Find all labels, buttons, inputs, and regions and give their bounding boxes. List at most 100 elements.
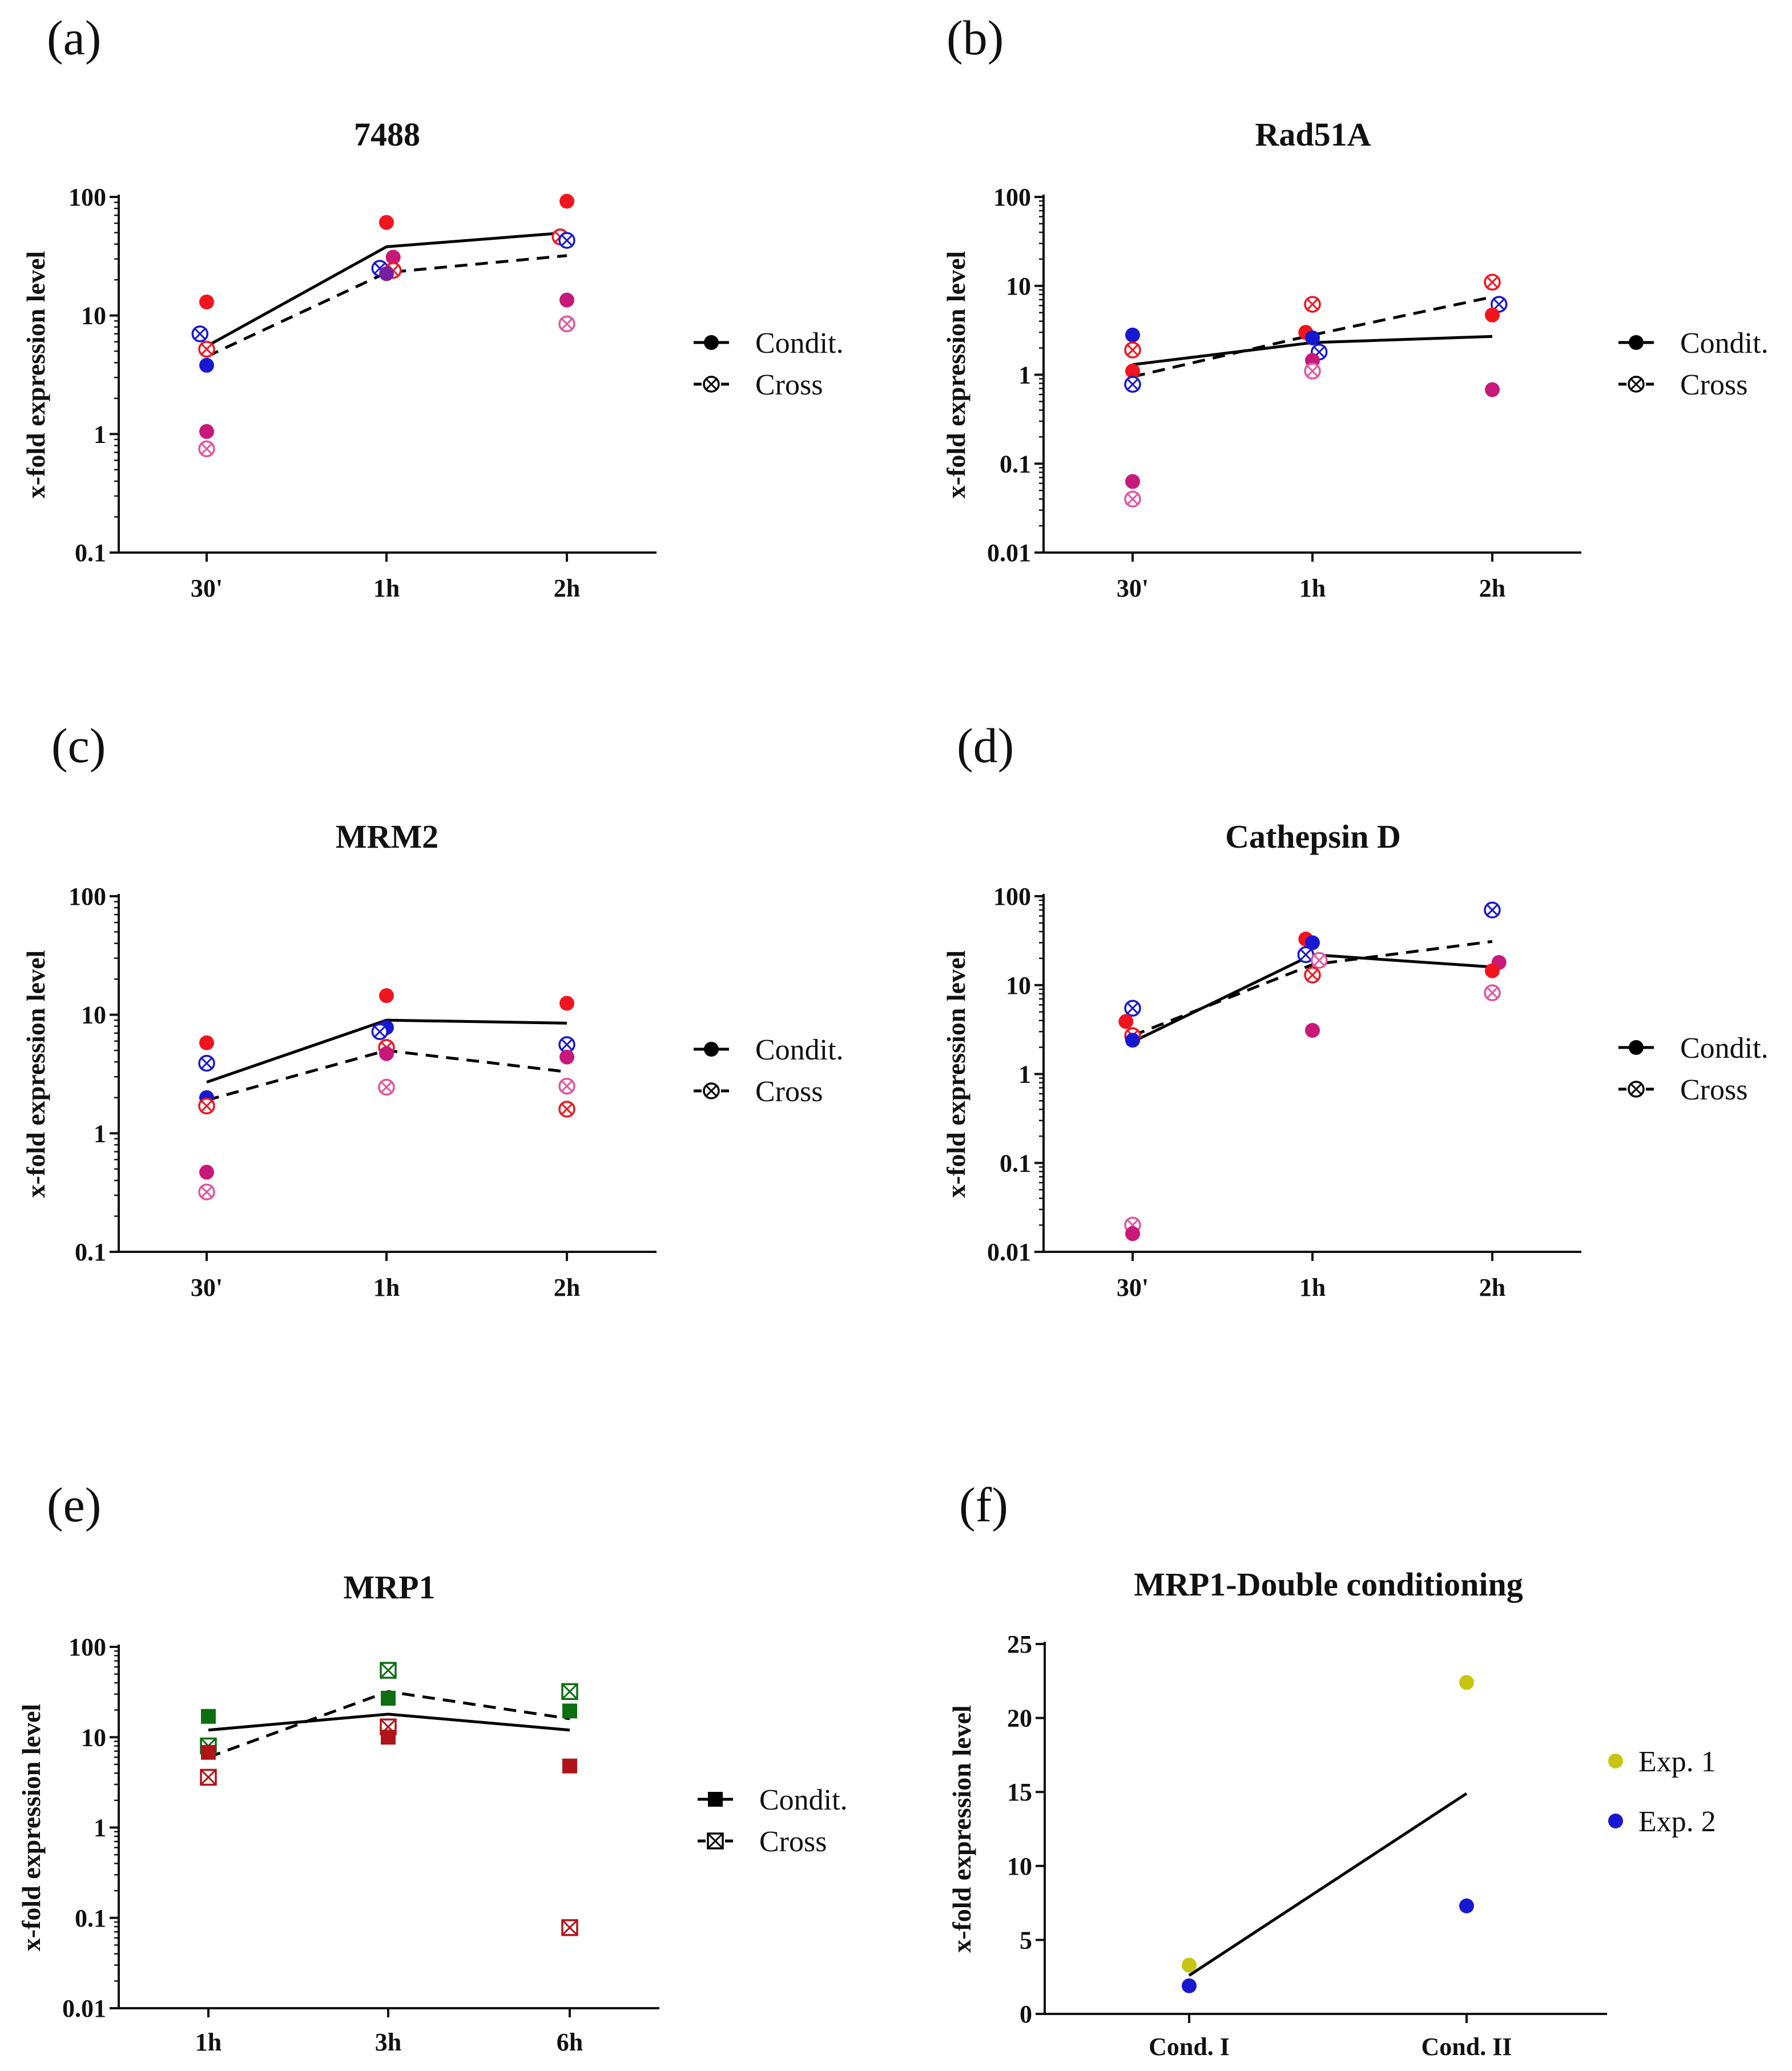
legend-marker — [708, 1792, 723, 1807]
data-point — [379, 215, 394, 230]
legend-label: Cross — [755, 369, 823, 401]
x-tick-label: 2h — [1479, 574, 1505, 602]
x-tick-label: Cond. I — [1149, 2033, 1230, 2061]
legend-label: Cross — [1680, 1074, 1747, 1106]
y-tick-label: 0.01 — [987, 1238, 1031, 1266]
legend-item: Exp. 2 — [1608, 1806, 1716, 1838]
legend-item: Condit. — [694, 327, 844, 360]
legend-item: Cross — [1618, 1074, 1747, 1106]
legend-marker — [1608, 1814, 1623, 1828]
data-point — [1490, 296, 1508, 313]
x-tick-label: 3h — [375, 2028, 401, 2056]
y-tick-label: 10 — [1006, 972, 1031, 1000]
x-tick-label: 1h — [1299, 1274, 1326, 1302]
y-tick-label: 1 — [94, 1119, 106, 1147]
legend-label: Condit. — [1680, 327, 1769, 360]
data-point — [371, 1023, 389, 1041]
panel-letter: (b) — [947, 10, 1004, 65]
data-point — [558, 1036, 575, 1053]
legend-item: Condit. — [1618, 327, 1769, 360]
data-point — [198, 340, 215, 358]
data-point — [198, 1183, 215, 1200]
chart-title: MRP1-Double conditioning — [1134, 1566, 1523, 1603]
data-point — [1305, 330, 1320, 345]
y-tick-label: 100 — [993, 183, 1031, 211]
legend-item: Condit. — [1618, 1032, 1769, 1065]
y-axis-label: x-fold expression level — [21, 950, 50, 1198]
legend-label: Exp. 1 — [1638, 1746, 1716, 1778]
data-point — [201, 1709, 216, 1724]
data-point — [1459, 1898, 1474, 1913]
chart-panel-d: (d) Cathepsin D 0.01 0.1 1 10 100 30' 1h 2h x-fold… — [941, 718, 1769, 1302]
chart-panel-e: (e) MRP1 0.01 0.1 1 10 100 1h 3h 6h x-fold express… — [17, 1477, 848, 2056]
legend-marker — [1628, 1081, 1645, 1098]
data-point — [199, 1035, 214, 1050]
legend-marker — [703, 1082, 720, 1099]
panel-letter: (d) — [957, 718, 1014, 773]
chart-panel-c: (c) MRM2 0.1 1 10 100 30' 1h 2h x-fold expression… — [21, 718, 844, 1302]
y-axis-label: x-fold expression level — [947, 1705, 976, 1953]
legend-label: Cross — [755, 1075, 823, 1108]
legend-label: Condit. — [755, 1034, 844, 1066]
data-point — [1485, 382, 1500, 397]
series-line-condit — [208, 1713, 570, 1732]
chart-panel-a: (a) 7488 0.1 1 10 100 30' 1h 2h x-fold expression… — [21, 10, 844, 602]
data-point — [1484, 984, 1501, 1001]
data-point — [191, 325, 209, 343]
x-tick-label: 30' — [1117, 574, 1149, 602]
x-tick-label: 30' — [1117, 1274, 1149, 1302]
y-tick-label: 10 — [81, 302, 106, 330]
data-point — [1304, 966, 1321, 984]
data-point — [200, 1768, 217, 1786]
data-point — [380, 1662, 397, 1679]
x-tick-label: 2h — [1479, 1274, 1505, 1302]
y-tick-label: 100 — [993, 883, 1031, 910]
x-tick-label: 30' — [191, 1274, 223, 1302]
y-axis-label: x-fold expression level — [21, 251, 50, 499]
y-tick-label: 100 — [69, 883, 106, 910]
data-point — [561, 1919, 578, 1936]
legend-marker — [703, 376, 720, 393]
data-point — [558, 1101, 575, 1118]
data-point — [385, 249, 401, 265]
y-tick-label: 0.01 — [987, 539, 1031, 567]
data-point — [1304, 362, 1321, 380]
chart-title: Rad51A — [1255, 116, 1371, 153]
chart-panel-f: (f) MRP1-Double conditioning 0 5 10 15 20 25 Con… — [947, 1477, 1716, 2061]
data-point — [378, 1078, 395, 1096]
data-point — [1125, 1226, 1140, 1242]
data-point — [199, 357, 214, 373]
data-point — [1484, 273, 1501, 291]
data-point — [1124, 341, 1141, 358]
data-point — [1118, 1014, 1134, 1029]
chart-panel-b: (b) Rad51A 0.01 0.1 1 10 100 30' 1h 2h x-fold expr… — [941, 10, 1769, 602]
legend-item: Cross — [694, 1075, 823, 1108]
legend-label: Cross — [1680, 369, 1747, 401]
panel-letter: (e) — [47, 1477, 101, 1532]
y-tick-label: 0.1 — [1000, 1149, 1031, 1177]
data-point — [1124, 376, 1141, 393]
legend-item: Condit. — [694, 1034, 844, 1066]
y-tick-label: 10 — [1007, 1852, 1032, 1880]
y-tick-label: 1 — [94, 420, 106, 448]
data-point — [559, 292, 574, 308]
y-tick-label: 10 — [1006, 272, 1031, 300]
legend-label: Cross — [759, 1826, 827, 1858]
y-tick-label: 5 — [1020, 1926, 1032, 1954]
legend-item: Exp. 1 — [1608, 1746, 1716, 1778]
panel-letter: (f) — [959, 1477, 1008, 1532]
y-tick-label: 1 — [1018, 1061, 1031, 1089]
data-point — [379, 266, 394, 281]
x-tick-label: 1h — [373, 1274, 400, 1302]
legend-item: Cross — [694, 369, 823, 401]
y-tick-label: 0.1 — [75, 1238, 106, 1266]
legend-label: Condit. — [755, 327, 844, 360]
series-line-mean — [1188, 1792, 1468, 1977]
y-tick-label: 25 — [1007, 1630, 1032, 1658]
data-point — [1125, 327, 1140, 343]
data-point — [1182, 1978, 1197, 1993]
y-tick-label: 20 — [1007, 1705, 1032, 1732]
legend-marker — [1608, 1754, 1623, 1768]
data-point — [558, 315, 575, 333]
data-point — [559, 1049, 574, 1065]
